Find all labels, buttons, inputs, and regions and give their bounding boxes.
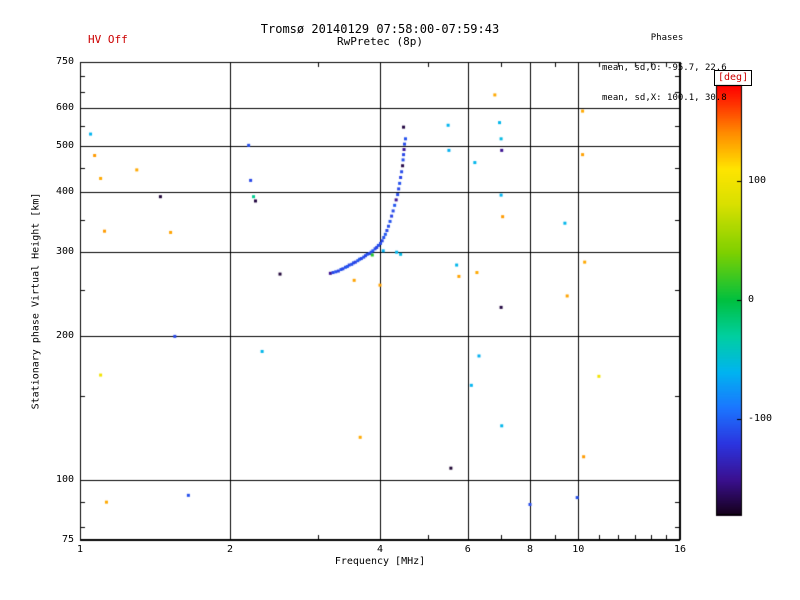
colorbar-unit-label: [deg] (714, 70, 753, 86)
phase-stats-x-mode: mean, sd,X: 100.1, 30.8 (602, 93, 727, 103)
colorbar-tick-label: 0 (748, 294, 755, 305)
x-tick-label: 6 (464, 544, 471, 555)
colorbar-tick-label: -100 (748, 413, 773, 425)
x-tick-label: 4 (376, 544, 384, 555)
x-tick-label: 2 (226, 544, 234, 555)
y-tick-label: 300 (55, 246, 74, 258)
y-tick-label: 200 (55, 330, 74, 342)
colorbar-tick-label: 100 (748, 174, 767, 186)
x-tick-label: 10 (572, 544, 585, 555)
phase-stats: Phases mean, sd,O: -95.7, 22.6 mean, sd,… (602, 13, 732, 123)
hv-status: HV Off (88, 33, 128, 46)
phase-stats-o-mode: mean, sd,O: -95.7, 22.6 (602, 63, 727, 73)
x-axis-label: Frequency [MHz] (334, 556, 426, 567)
y-tick-label: 500 (55, 140, 74, 152)
y-tick-label: 75 (61, 534, 74, 545)
plot-subtitle: RwPretec (8p) (336, 35, 424, 48)
y-axis-label: Stationary phase Virtual Height [km] (30, 192, 42, 410)
y-tick-label: 750 (55, 56, 74, 67)
plot-title: Tromsø 20140129 07:58:00-07:59:43 (260, 22, 500, 36)
x-tick-label: 1 (76, 544, 84, 555)
y-tick-label: 600 (55, 102, 74, 114)
y-tick-label: 100 (55, 474, 74, 486)
y-tick-label: 400 (55, 186, 74, 198)
phase-stats-title: Phases (650, 33, 684, 43)
x-tick-label: 16 (673, 544, 687, 555)
x-tick-label: 8 (526, 544, 534, 555)
